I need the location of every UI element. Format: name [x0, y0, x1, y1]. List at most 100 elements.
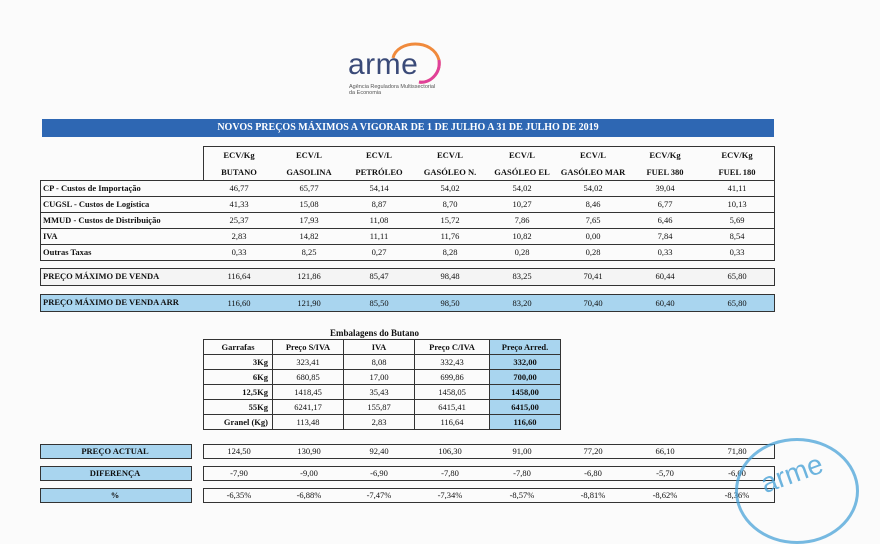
percent-value: -8,57% — [509, 490, 535, 500]
diferenca-label: DIFERENÇA — [89, 468, 141, 478]
row-label: CP - Custos de Importação — [43, 183, 141, 193]
table-cell: 0,33 — [657, 247, 673, 257]
table-cell: 65,77 — [299, 183, 319, 193]
table-cell: 15,72 — [440, 215, 460, 225]
pmv-value: 85,47 — [369, 271, 389, 281]
table-cell: 6,46 — [657, 215, 673, 225]
table-cell: 0,33 — [231, 247, 247, 257]
table-cell: 15,08 — [299, 199, 319, 209]
row-label: IVA — [43, 231, 58, 241]
embalagens-cell: 2,83 — [343, 414, 415, 430]
embalagens-row: 3Kg 323,41 8,08 332,43 332,00 — [203, 354, 561, 370]
table-cell: 2,83 — [231, 231, 247, 241]
column-name: GASÓLEO MAR — [560, 167, 626, 177]
percent-value: -7,47% — [366, 490, 392, 500]
embalagens-header-cell: Preço S/IVA — [272, 339, 344, 355]
embalagens-title: Embalagens do Butano — [330, 328, 420, 338]
embalagens-cell: 1458,00 — [489, 384, 561, 400]
pmv-label: PREÇO MÁXIMO DE VENDA — [43, 271, 160, 281]
column-unit: ECV/L — [296, 150, 322, 160]
pmv-value: 70,41 — [583, 271, 603, 281]
embalagens-cell: 6241,17 — [272, 399, 344, 415]
logo-subtitle: Agência Reguladora Multissectorial da Ec… — [349, 84, 436, 96]
embalagens-cell: 6415,41 — [414, 399, 490, 415]
pmv-arr-value: 85,50 — [369, 298, 389, 308]
table-cell: 10,82 — [512, 231, 532, 241]
actual-value: 124,50 — [227, 446, 251, 456]
diferenca-value: -5,70 — [656, 468, 674, 478]
diferenca-value: -9,00 — [300, 468, 318, 478]
pmv-arr-label: PREÇO MÁXIMO DE VENDA ARR — [43, 297, 179, 307]
percent-value: -6,88% — [296, 490, 322, 500]
embalagens-cell: 680,85 — [272, 369, 344, 385]
embalagens-cell: 323,41 — [272, 354, 344, 370]
table-cell: 0,27 — [371, 247, 387, 257]
embalagens-header-cell: Garrafas — [203, 339, 273, 355]
actual-value: 130,90 — [297, 446, 321, 456]
pmv-value: 65,80 — [727, 271, 747, 281]
table-cell: 46,77 — [229, 183, 249, 193]
percent-label-box — [40, 488, 192, 503]
pmv-arr-value: 60,40 — [655, 298, 675, 308]
table-cell: 7,86 — [514, 215, 530, 225]
column-unit: ECV/Kg — [721, 150, 753, 160]
pmv-value: 60,44 — [655, 271, 675, 281]
pmv-value: 98,48 — [440, 271, 460, 281]
pmv-arr-value: 65,80 — [727, 298, 747, 308]
embalagens-size-label: 12,5Kg — [203, 384, 273, 400]
column-name: FUEL 180 — [718, 167, 756, 177]
embalagens-cell: 116,60 — [489, 414, 561, 430]
pmv-value: 83,25 — [512, 271, 532, 281]
percent-value: -7,34% — [437, 490, 463, 500]
table-cell: 8,70 — [442, 199, 458, 209]
pmv-arr-value: 121,90 — [297, 298, 321, 308]
diferenca-value: -6,80 — [584, 468, 602, 478]
row-label: CUGSL - Custos de Logística — [43, 199, 150, 209]
logo-swoosh-icon — [391, 42, 441, 84]
pmv-value: 116,64 — [227, 271, 251, 281]
column-unit: ECV/L — [437, 150, 463, 160]
table-row — [40, 244, 775, 261]
table-cell: 8,46 — [585, 199, 601, 209]
embalagens-cell: 8,08 — [343, 354, 415, 370]
column-unit: ECV/L — [580, 150, 606, 160]
diferenca-value: -7,80 — [441, 468, 459, 478]
table-cell: 8,54 — [729, 231, 745, 241]
column-name: GASOLINA — [286, 167, 332, 177]
table-cell: 0,00 — [585, 231, 601, 241]
table-cell: 54,02 — [440, 183, 460, 193]
table-cell: 54,02 — [583, 183, 603, 193]
table-cell: 39,04 — [655, 183, 675, 193]
embalagens-cell: 332,43 — [414, 354, 490, 370]
pmv-arr-value: 98,50 — [440, 298, 460, 308]
embalagens-cell: 699,86 — [414, 369, 490, 385]
page-title: NOVOS PREÇOS MÁXIMOS A VIGORAR DE 1 DE J… — [42, 119, 774, 137]
embalagens-header-cell: IVA — [343, 339, 415, 355]
column-unit: ECV/Kg — [223, 150, 255, 160]
table-cell: 54,02 — [512, 183, 532, 193]
embalagens-cell: 116,64 — [414, 414, 490, 430]
actual-value: 71,80 — [727, 446, 747, 456]
embalagens-cell: 700,00 — [489, 369, 561, 385]
pmv-arr-value: 83,20 — [512, 298, 532, 308]
actual-value: 106,30 — [438, 446, 462, 456]
actual-value: 77,20 — [583, 446, 603, 456]
diferenca-value: -7,80 — [513, 468, 531, 478]
table-cell: 7,84 — [657, 231, 673, 241]
table-cell: 14,82 — [299, 231, 319, 241]
actual-value: 66,10 — [655, 446, 675, 456]
diferenca-value: -6,90 — [370, 468, 388, 478]
embalagens-size-label: Granel (Kg) — [203, 414, 273, 430]
table-cell: 41,33 — [229, 199, 249, 209]
column-unit: ECV/L — [366, 150, 392, 160]
embalagens-cell: 332,00 — [489, 354, 561, 370]
table-cell: 17,93 — [299, 215, 319, 225]
embalagens-header-cell: Preço Arred. — [489, 339, 561, 355]
embalagens-table: Garrafas Preço S/IVA IVA Preço C/IVA Preço A… — [203, 339, 561, 430]
table-cell: 7,65 — [585, 215, 601, 225]
column-unit: ECV/Kg — [649, 150, 681, 160]
row-label: MMUD - Custos de Distribuição — [43, 215, 161, 225]
embalagens-cell: 35,43 — [343, 384, 415, 400]
actual-value: 91,00 — [512, 446, 532, 456]
table-cell: 8,28 — [442, 247, 458, 257]
